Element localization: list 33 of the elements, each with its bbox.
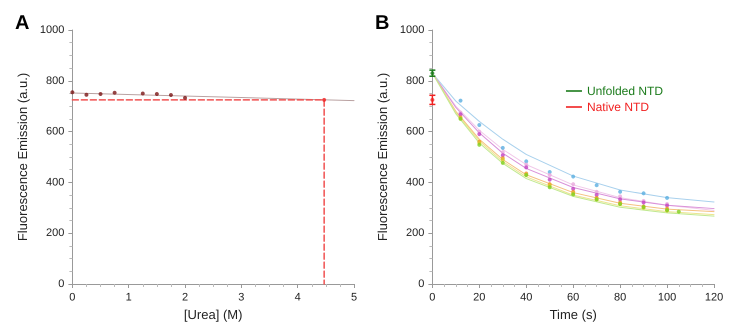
- x-tick-label: 20: [473, 292, 486, 304]
- x-tick-label: 2: [182, 292, 188, 304]
- y-tick-label: 600: [46, 126, 64, 138]
- x-tick-label: 0: [429, 292, 436, 304]
- x-tick-label: 3: [238, 292, 244, 304]
- y-tick-label: 400: [46, 176, 64, 188]
- y-axis-title: Fluorescence Emission (a.u.): [15, 72, 30, 242]
- x-axis-title: [Urea] (M): [184, 306, 242, 322]
- y-tick-label: 800: [406, 74, 424, 87]
- y-axis-title: Fluorescence Emission (a.u.): [375, 72, 390, 242]
- y-tick-label: 1000: [400, 24, 424, 36]
- x-tick-label: 5: [350, 292, 358, 304]
- y-tick-label: 1000: [40, 24, 64, 36]
- y-tick-label: 400: [406, 176, 424, 188]
- x-tick-label: 1: [126, 292, 132, 304]
- x-tick-label: 40: [520, 292, 532, 304]
- y-tick-label: 800: [46, 74, 64, 87]
- y-tick-label: 600: [406, 126, 424, 138]
- x-tick-label: 0: [69, 292, 76, 304]
- legend-label: Native NTD: [586, 100, 650, 114]
- x-tick-label: 100: [658, 292, 676, 304]
- chart-title: B: [375, 12, 390, 34]
- x-axis-title: Time (s): [550, 306, 597, 322]
- y-tick-label: 0: [58, 278, 64, 290]
- x-tick-label: 60: [567, 292, 580, 304]
- y-tick-label: 0: [418, 278, 424, 290]
- legend-label: Unfolded NTD: [586, 84, 664, 98]
- x-tick-label: 80: [614, 292, 626, 304]
- x-tick-label: 4: [294, 292, 301, 304]
- x-tick-label: 120: [704, 292, 724, 304]
- y-tick-label: 200: [406, 227, 424, 240]
- chart-title: A: [15, 12, 30, 34]
- y-tick-label: 200: [46, 227, 64, 240]
